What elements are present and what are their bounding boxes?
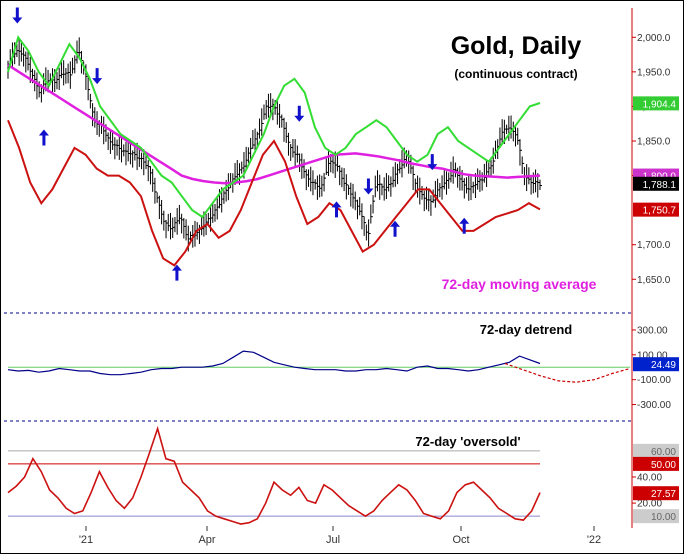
value-badge-label: 27.57 bbox=[651, 489, 676, 500]
oversold-line bbox=[7, 425, 541, 525]
y-tick-label: 100.00 bbox=[637, 350, 668, 361]
up-arrow-icon bbox=[331, 201, 342, 218]
x-tick-label: Apr bbox=[198, 534, 215, 546]
y-tick-label: 20.00 bbox=[637, 499, 662, 510]
y-tick-label: 300.00 bbox=[637, 325, 668, 336]
x-tick-label: Jul bbox=[326, 534, 340, 546]
y-tick-label: 2,000.0 bbox=[637, 33, 671, 44]
value-badge bbox=[633, 202, 679, 217]
x-tick-label: '22 bbox=[587, 534, 601, 546]
up-arrow-icon bbox=[171, 264, 182, 281]
y-tick-label: 1,650.0 bbox=[637, 275, 671, 286]
detrend-title: 72-day detrend bbox=[480, 322, 573, 337]
detrend-line bbox=[7, 350, 541, 376]
value-badge-label: 10.00 bbox=[651, 512, 676, 523]
oversold-panel: 40.00 20.00 60.00 50.00 27.57 10.00 bbox=[7, 425, 679, 525]
x-axis: '21 Apr Jul Oct '22 bbox=[79, 534, 601, 546]
value-badge bbox=[633, 176, 679, 191]
detrend-projection-line bbox=[504, 362, 631, 383]
detrend-panel: 300.00 100.00 -100.00 -300.00 24.49 bbox=[7, 325, 679, 411]
oversold-title: 72-day 'oversold' bbox=[415, 434, 520, 449]
chart-title: Gold, Daily bbox=[451, 32, 582, 60]
up-arrow-icon bbox=[459, 217, 470, 234]
chart-subtitle: (continuous contract) bbox=[454, 67, 577, 81]
y-tick-label: 1,700.0 bbox=[637, 240, 671, 251]
value-badge-label: 60.00 bbox=[651, 447, 676, 458]
down-arrow-icon bbox=[363, 178, 374, 195]
moving-average-line bbox=[7, 63, 541, 185]
price-panel: 2,000.01,950.01,900.01,850.01,800.01,700… bbox=[7, 7, 679, 286]
x-tick-label: '21 bbox=[79, 534, 93, 546]
value-badge-label: 24.49 bbox=[651, 360, 676, 371]
moving-average-annotation: 72-day moving average bbox=[442, 276, 597, 292]
y-tick-label: -100.00 bbox=[637, 375, 671, 386]
value-badge bbox=[633, 357, 679, 372]
y-tick-label: 1,850.0 bbox=[637, 136, 671, 147]
value-badge-label: 50.00 bbox=[651, 460, 676, 471]
y-tick-label: 1,950.0 bbox=[637, 67, 671, 78]
down-arrow-icon bbox=[427, 154, 438, 171]
value-badge bbox=[633, 443, 679, 458]
upper-band-line bbox=[7, 35, 541, 219]
value-badge bbox=[633, 96, 679, 111]
x-tick-label: Oct bbox=[452, 534, 469, 546]
y-tick-label: -300.00 bbox=[637, 400, 671, 411]
value-badge-label: 1,750.7 bbox=[643, 206, 677, 217]
value-badge bbox=[633, 509, 679, 524]
up-arrow-icon bbox=[38, 129, 49, 146]
up-arrow-icon bbox=[390, 220, 401, 237]
value-badge bbox=[633, 456, 679, 471]
down-arrow-icon bbox=[92, 68, 103, 85]
lower-band-line bbox=[7, 119, 541, 267]
down-arrow-icon bbox=[12, 7, 23, 24]
value-badge bbox=[633, 486, 679, 501]
y-tick-label: 40.00 bbox=[637, 472, 662, 483]
value-badge-label: 1,788.1 bbox=[643, 180, 677, 191]
value-badge-label: 1,904.4 bbox=[643, 99, 677, 110]
down-arrow-icon bbox=[294, 105, 305, 122]
